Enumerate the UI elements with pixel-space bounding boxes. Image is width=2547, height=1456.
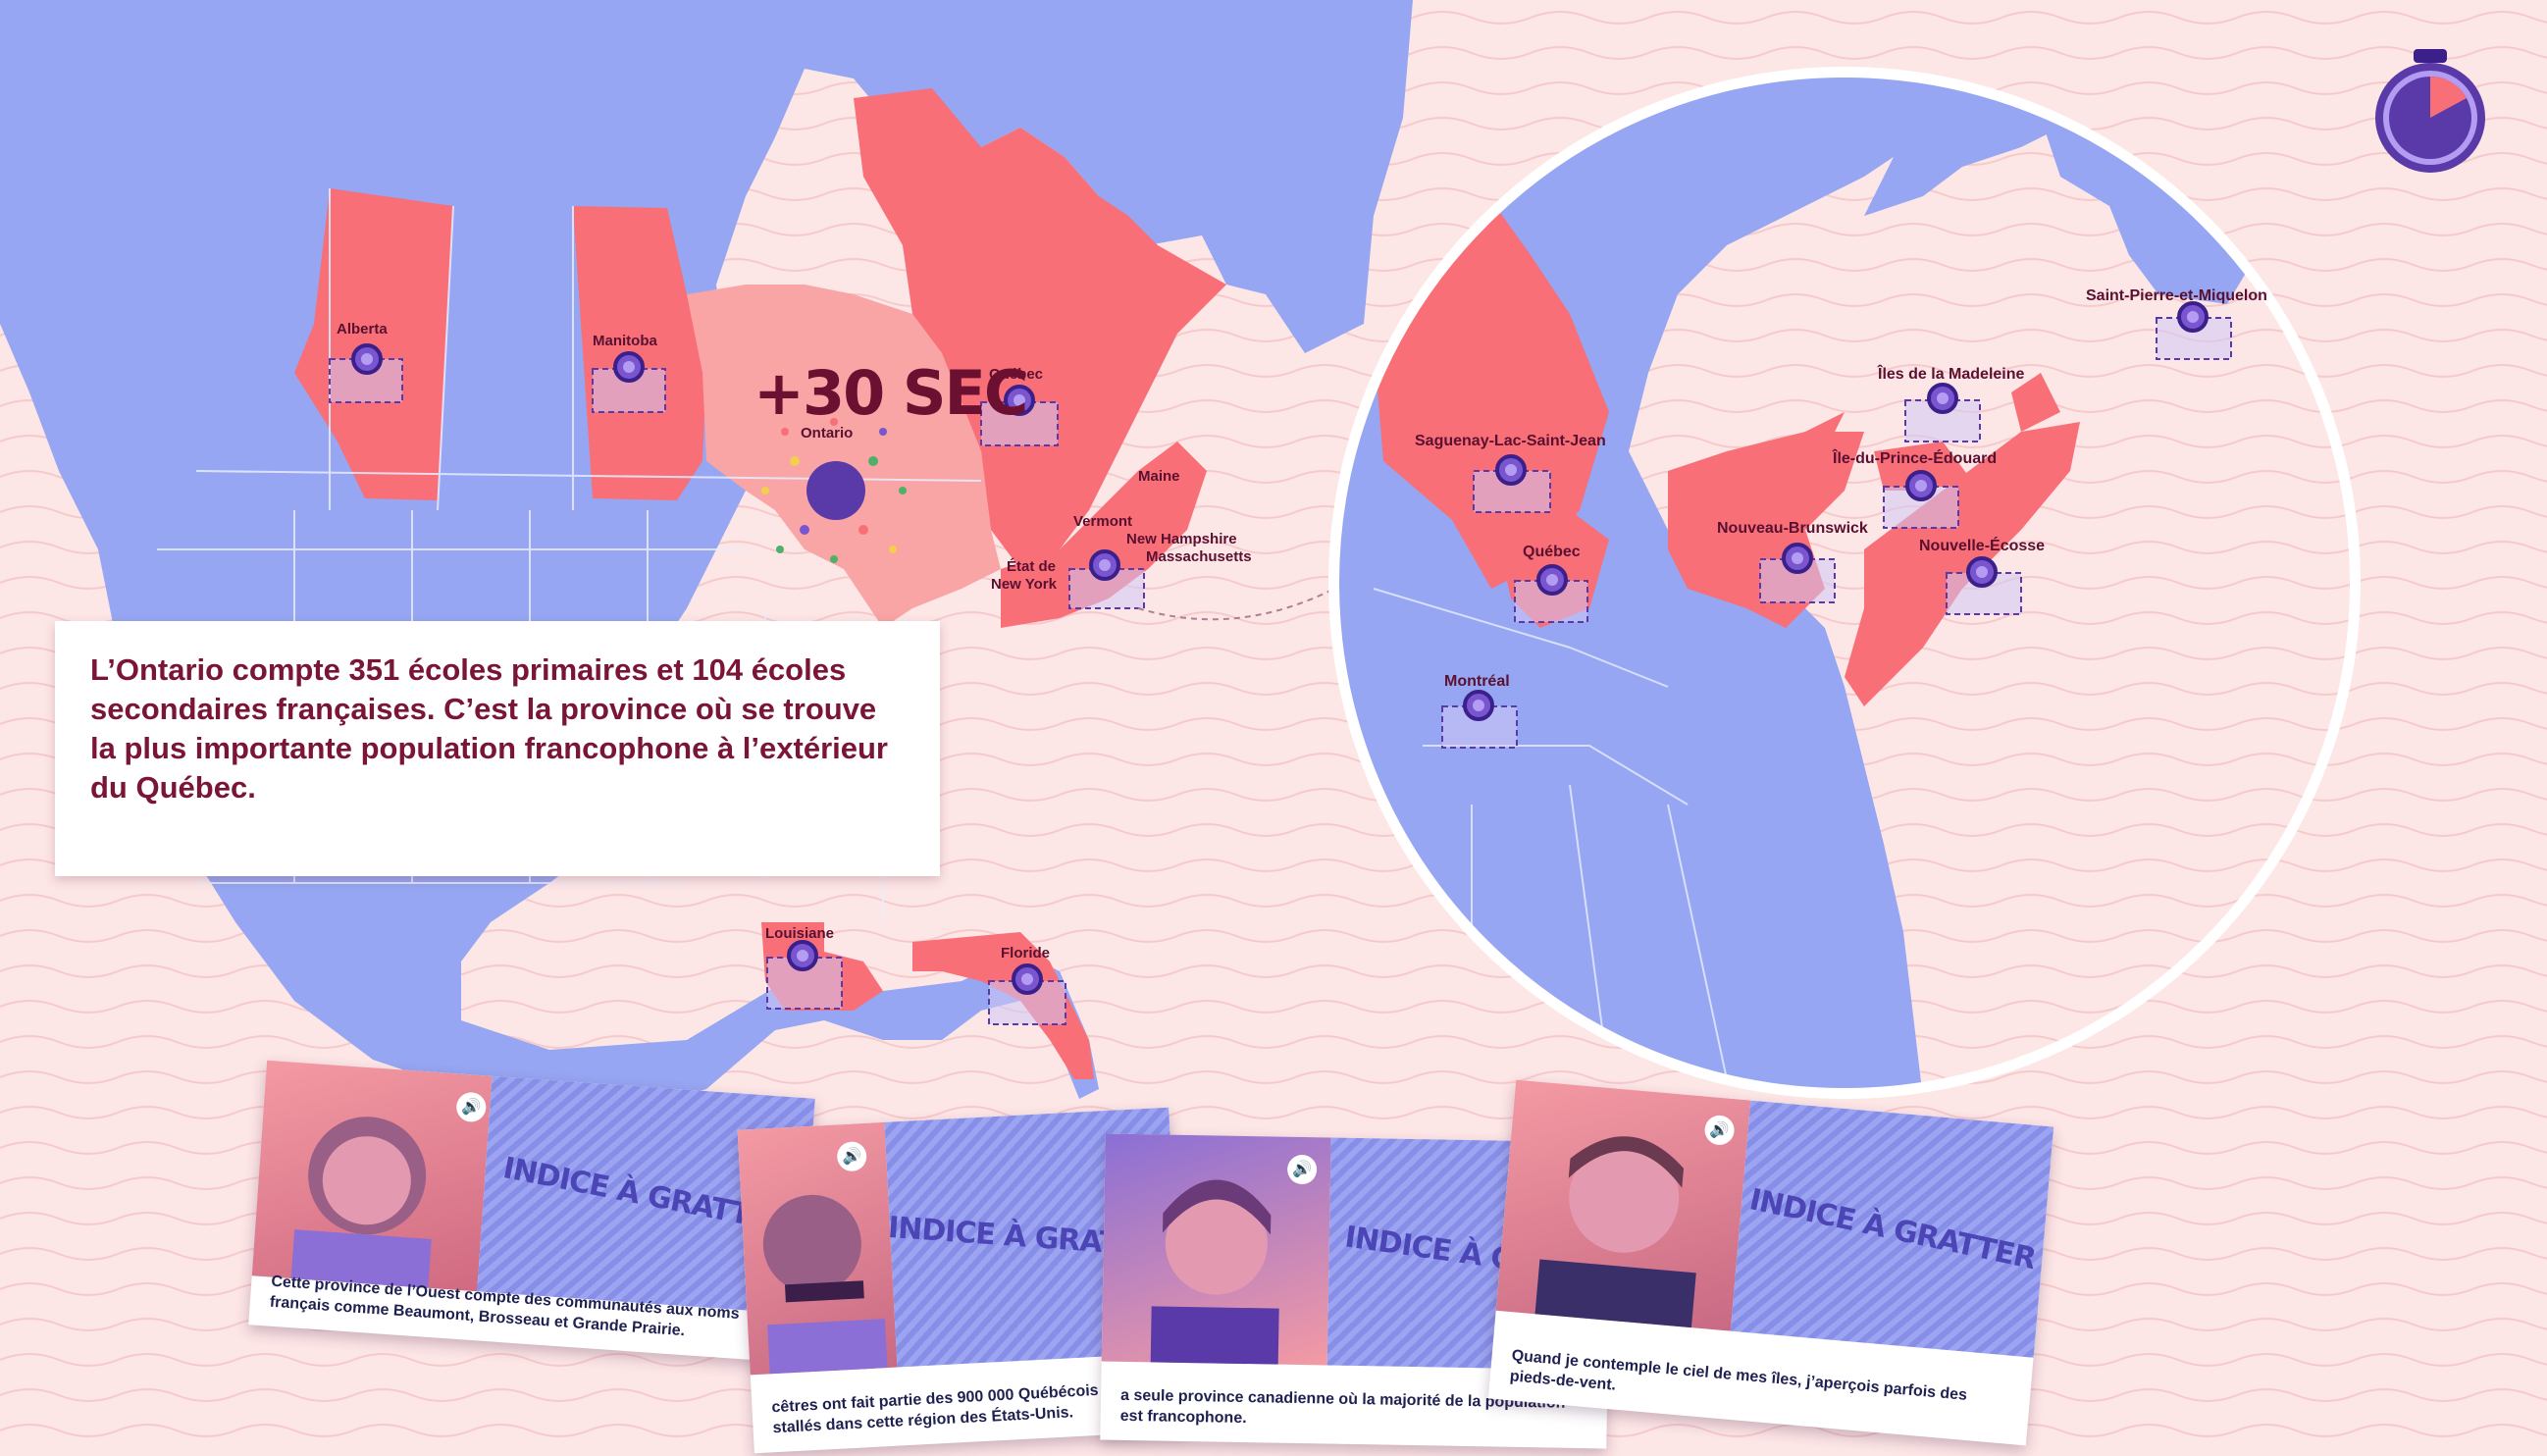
zoom-connector: [1137, 588, 1335, 621]
label-louisiane: Louisiane: [765, 925, 834, 942]
pin-nouvelle-ecosse[interactable]: [1946, 556, 2022, 615]
label-quebec: Québec: [989, 366, 1043, 383]
portrait-photo: [737, 1121, 898, 1376]
clue-card[interactable]: 🔊 INDICE À GRATTER Cette province de l’O…: [248, 1060, 815, 1364]
pin-alberta[interactable]: [329, 343, 403, 403]
label-nouvelle-ecosse: Nouvelle-Écosse: [1919, 536, 2045, 554]
manitoba-region[interactable]: [573, 206, 746, 500]
info-text: L’Ontario compte 351 écoles primaires et…: [90, 652, 888, 805]
map-labels: Alberta Manitoba Ontario Québec Maine Ve…: [337, 321, 1252, 962]
pin-louisiane[interactable]: [766, 940, 843, 1010]
label-vermont: Vermont: [1073, 513, 1132, 530]
pin-nouveau-brunswick[interactable]: [1759, 543, 1836, 603]
label-new-york-1: État de: [1007, 558, 1056, 575]
label-zoom-quebec: Québec: [1523, 544, 1581, 560]
pin-spm[interactable]: [2156, 301, 2232, 360]
clue-card[interactable]: 🔊 INDICE À GRATT a seule province canadi…: [1100, 1133, 1612, 1449]
pin-saguenay[interactable]: [1473, 454, 1551, 513]
zoom-inset: [1328, 67, 2361, 1099]
pin-quebec[interactable]: [980, 385, 1059, 446]
pin-manitoba[interactable]: [592, 351, 666, 413]
scratch-area[interactable]: INDICE À GRATTER: [1730, 1100, 2054, 1358]
new-england-region[interactable]: [1001, 442, 1207, 628]
ontario-burst: [761, 418, 907, 563]
pin-floride[interactable]: [988, 963, 1066, 1025]
portrait-photo: [1101, 1133, 1331, 1366]
label-nouveau-brunswick: Nouveau-Brunswick: [1717, 520, 1868, 537]
label-ipe: Île-du-Prince-Édouard: [1832, 448, 1997, 467]
pin-montreal[interactable]: [1441, 690, 1518, 749]
ontario-region[interactable]: [687, 285, 1001, 628]
label-new-york-2: New York: [991, 576, 1058, 593]
alberta-region[interactable]: [294, 188, 453, 500]
label-montreal: Montréal: [1444, 673, 1510, 690]
portrait-photo: [1495, 1079, 1751, 1331]
floride-region[interactable]: [912, 932, 1094, 1079]
label-maine: Maine: [1138, 468, 1180, 485]
zoom-labels: Saguenay-Lac-Saint-Jean Québec Montréal …: [1415, 287, 2267, 690]
pin-iles-madeleine[interactable]: [1904, 383, 1981, 442]
bonus-time-text: +30 SEC: [754, 357, 1026, 429]
label-manitoba: Manitoba: [593, 333, 657, 349]
quebec-region[interactable]: [854, 88, 1226, 569]
label-spm: Saint-Pierre-et-Miquelon: [2086, 287, 2267, 304]
info-panel: L’Ontario compte 351 écoles primaires et…: [55, 621, 940, 876]
pin-new-york[interactable]: [1068, 549, 1145, 609]
pin-zoom-quebec[interactable]: [1514, 564, 1588, 623]
clue-card[interactable]: 🔊 INDICE À GRATTER cêtres ont fait parti…: [737, 1107, 1186, 1454]
stopwatch-icon: [2375, 49, 2485, 173]
label-massachusetts: Massachusetts: [1146, 548, 1252, 565]
pin-ipe[interactable]: [1883, 470, 1959, 529]
label-saguenay: Saguenay-Lac-Saint-Jean: [1415, 433, 1606, 449]
label-new-hampshire: New Hampshire: [1126, 531, 1237, 547]
label-alberta: Alberta: [337, 321, 388, 338]
label-iles-madeleine: Îles de la Madeleine: [1877, 364, 2025, 383]
portrait-photo: [251, 1060, 493, 1292]
label-floride: Floride: [1001, 945, 1050, 962]
label-ontario: Ontario: [801, 425, 853, 442]
clue-card[interactable]: 🔊 INDICE À GRATTER Quand je contemple le…: [1487, 1079, 2054, 1446]
